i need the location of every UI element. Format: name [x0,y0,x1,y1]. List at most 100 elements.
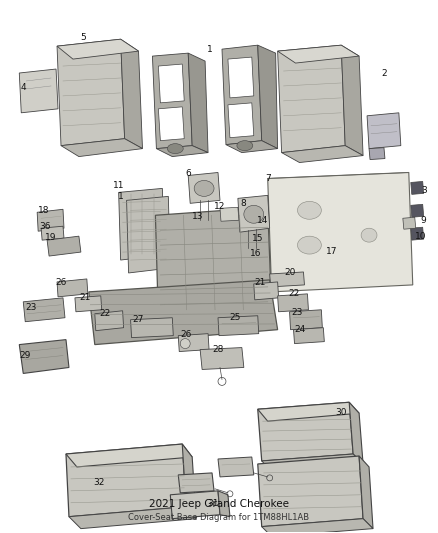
Text: 23: 23 [25,303,37,312]
Polygon shape [19,69,58,113]
Text: 22: 22 [288,289,299,298]
Polygon shape [159,64,184,103]
Polygon shape [218,491,230,516]
Polygon shape [61,139,142,157]
Polygon shape [369,148,385,159]
Ellipse shape [297,201,321,219]
Ellipse shape [180,338,190,349]
Text: Cover-Seat Base Diagram for 1TM88HL1AB: Cover-Seat Base Diagram for 1TM88HL1AB [128,513,310,522]
Text: 13: 13 [192,212,204,221]
Text: 17: 17 [325,247,337,256]
Polygon shape [159,107,184,141]
Ellipse shape [361,228,377,242]
Polygon shape [155,207,272,320]
Polygon shape [57,39,138,59]
Text: 26: 26 [55,278,67,287]
Text: 18: 18 [39,206,50,215]
Polygon shape [23,298,65,322]
Ellipse shape [297,236,321,254]
Polygon shape [293,328,324,344]
Text: 1: 1 [118,192,124,201]
Polygon shape [188,53,208,152]
Text: 11: 11 [113,181,124,190]
Text: 24: 24 [295,325,306,334]
Text: 20: 20 [284,269,295,278]
Text: 21: 21 [254,278,265,287]
Polygon shape [47,236,81,256]
Polygon shape [411,204,424,217]
Polygon shape [182,444,196,519]
Polygon shape [270,272,304,287]
Polygon shape [152,53,192,149]
Text: 31: 31 [207,499,219,508]
Polygon shape [41,226,64,240]
Text: 15: 15 [252,233,264,243]
Polygon shape [411,181,424,195]
Text: 32: 32 [93,478,104,487]
Text: 5: 5 [80,33,86,42]
Polygon shape [89,280,278,345]
Polygon shape [69,507,196,529]
Text: 27: 27 [133,315,144,324]
Polygon shape [258,456,363,527]
Text: 2: 2 [381,69,387,77]
Polygon shape [278,294,308,312]
Text: 26: 26 [180,330,192,339]
Text: 2021 Jeep Grand Cherokee: 2021 Jeep Grand Cherokee [149,499,289,509]
Text: 21: 21 [79,293,91,302]
Polygon shape [188,173,220,203]
Polygon shape [403,217,416,229]
Polygon shape [238,196,270,232]
Text: 25: 25 [229,313,240,322]
Text: 29: 29 [20,351,31,360]
Polygon shape [258,45,278,149]
Polygon shape [290,310,322,330]
Polygon shape [349,402,363,464]
Text: 10: 10 [415,232,427,241]
Polygon shape [19,340,69,374]
Polygon shape [367,113,401,149]
Polygon shape [156,146,208,157]
Polygon shape [66,444,186,516]
Text: 7: 7 [265,174,271,183]
Polygon shape [119,188,164,260]
Polygon shape [120,39,142,149]
Polygon shape [131,318,173,337]
Polygon shape [170,491,220,519]
Polygon shape [228,57,254,98]
Polygon shape [57,279,88,297]
Text: 28: 28 [212,345,224,354]
Polygon shape [359,456,373,529]
Ellipse shape [237,141,253,151]
Text: 16: 16 [250,248,261,257]
Text: 6: 6 [185,169,191,178]
Text: 30: 30 [336,408,347,417]
Text: 3: 3 [421,186,427,195]
Polygon shape [220,207,239,221]
Text: 4: 4 [21,84,26,92]
Text: 8: 8 [240,199,246,208]
Ellipse shape [244,205,264,223]
Text: 12: 12 [214,202,226,211]
Polygon shape [411,227,424,240]
Ellipse shape [194,181,214,196]
Polygon shape [95,311,124,330]
Text: 23: 23 [292,308,303,317]
Polygon shape [222,45,262,144]
Polygon shape [66,444,192,467]
Text: 1: 1 [207,45,213,54]
Polygon shape [218,457,254,477]
Ellipse shape [167,144,183,154]
Text: 19: 19 [45,232,57,241]
Polygon shape [268,173,413,292]
Polygon shape [278,45,359,63]
Polygon shape [127,196,170,273]
Polygon shape [218,316,259,336]
Polygon shape [258,402,353,461]
Polygon shape [228,103,254,138]
Polygon shape [57,39,124,146]
Polygon shape [254,282,279,300]
Text: 36: 36 [39,222,51,231]
Polygon shape [75,296,102,312]
Text: 22: 22 [99,309,110,318]
